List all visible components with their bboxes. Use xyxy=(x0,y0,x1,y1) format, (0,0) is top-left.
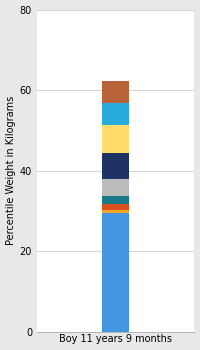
Bar xyxy=(102,153,129,180)
Bar xyxy=(102,103,129,125)
Bar xyxy=(102,125,129,153)
Bar xyxy=(102,196,129,204)
Bar xyxy=(102,180,129,196)
Y-axis label: Percentile Weight in Kilograms: Percentile Weight in Kilograms xyxy=(6,96,16,245)
Bar xyxy=(102,204,129,210)
Bar xyxy=(102,81,129,103)
Bar xyxy=(102,213,129,332)
Bar xyxy=(102,210,129,213)
